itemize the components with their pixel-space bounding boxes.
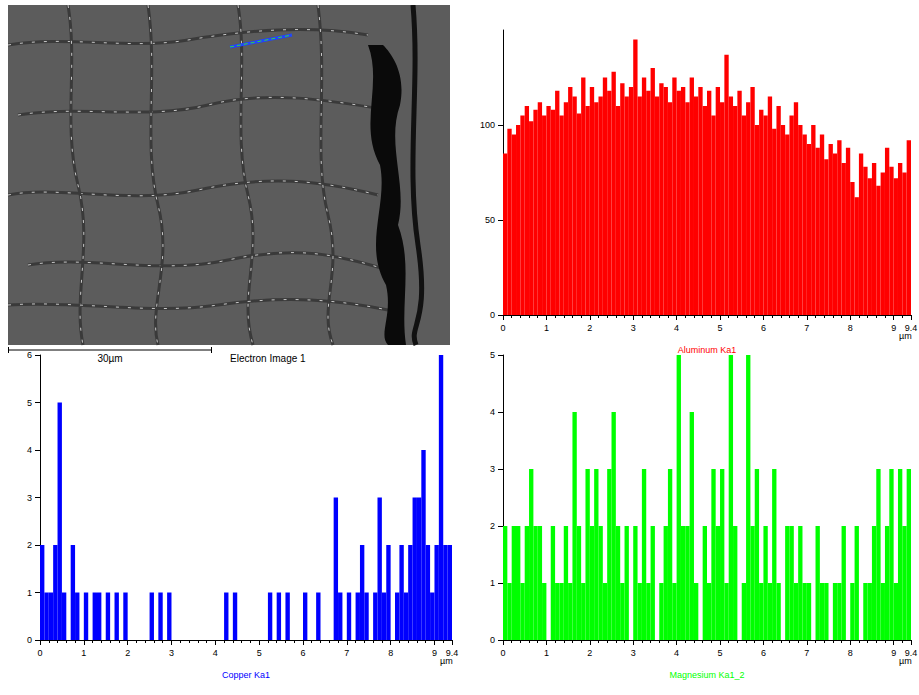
svg-text:0: 0 xyxy=(500,648,505,658)
svg-text:0: 0 xyxy=(27,635,32,645)
svg-text:5: 5 xyxy=(490,350,495,360)
svg-text:0: 0 xyxy=(500,323,505,333)
svg-text:9: 9 xyxy=(432,648,437,658)
svg-text:9.4: 9.4 xyxy=(905,323,918,333)
svg-text:2: 2 xyxy=(125,648,130,658)
svg-text:6: 6 xyxy=(761,323,766,333)
svg-text:100: 100 xyxy=(480,120,495,130)
svg-text:3: 3 xyxy=(631,323,636,333)
svg-text:3: 3 xyxy=(631,648,636,658)
svg-text:1: 1 xyxy=(544,323,549,333)
svg-text:4: 4 xyxy=(674,648,679,658)
svg-text:5: 5 xyxy=(718,648,723,658)
svg-text:µm: µm xyxy=(440,655,453,666)
svg-text:2: 2 xyxy=(587,323,592,333)
svg-text:7: 7 xyxy=(344,648,349,658)
svg-text:50: 50 xyxy=(485,215,495,225)
svg-text:1: 1 xyxy=(81,648,86,658)
svg-text:4: 4 xyxy=(213,648,218,658)
svg-text:Copper Ka1: Copper Ka1 xyxy=(222,670,270,680)
svg-text:µm: µm xyxy=(899,330,912,341)
svg-text:9.4: 9.4 xyxy=(905,648,918,658)
svg-text:2: 2 xyxy=(490,521,495,531)
svg-text:4: 4 xyxy=(674,323,679,333)
svg-text:5: 5 xyxy=(718,323,723,333)
svg-text:5: 5 xyxy=(27,398,32,408)
svg-text:4: 4 xyxy=(490,407,495,417)
svg-text:Magnesium Ka1_2: Magnesium Ka1_2 xyxy=(669,670,744,680)
svg-text:2: 2 xyxy=(27,540,32,550)
svg-text:6: 6 xyxy=(27,350,32,360)
svg-text:7: 7 xyxy=(804,323,809,333)
svg-text:Electron Image 1: Electron Image 1 xyxy=(230,353,306,364)
svg-text:8: 8 xyxy=(848,323,853,333)
svg-text:Aluminum Ka1: Aluminum Ka1 xyxy=(678,345,737,355)
svg-text:2: 2 xyxy=(587,648,592,658)
svg-text:0: 0 xyxy=(37,648,42,658)
svg-text:4: 4 xyxy=(27,445,32,455)
svg-text:3: 3 xyxy=(169,648,174,658)
svg-text:1: 1 xyxy=(544,648,549,658)
svg-text:6: 6 xyxy=(761,648,766,658)
svg-text:9.4: 9.4 xyxy=(446,648,459,658)
svg-text:3: 3 xyxy=(27,493,32,503)
svg-text:30µm: 30µm xyxy=(97,353,122,364)
svg-text:0: 0 xyxy=(490,635,495,645)
svg-text:1: 1 xyxy=(27,588,32,598)
svg-text:8: 8 xyxy=(848,648,853,658)
svg-text:5: 5 xyxy=(257,648,262,658)
svg-text:8: 8 xyxy=(388,648,393,658)
svg-text:9: 9 xyxy=(891,323,896,333)
svg-text:µm: µm xyxy=(899,655,912,666)
svg-text:3: 3 xyxy=(490,464,495,474)
svg-text:1: 1 xyxy=(490,578,495,588)
svg-text:7: 7 xyxy=(804,648,809,658)
svg-text:6: 6 xyxy=(300,648,305,658)
svg-text:0: 0 xyxy=(490,310,495,320)
svg-text:9: 9 xyxy=(891,648,896,658)
